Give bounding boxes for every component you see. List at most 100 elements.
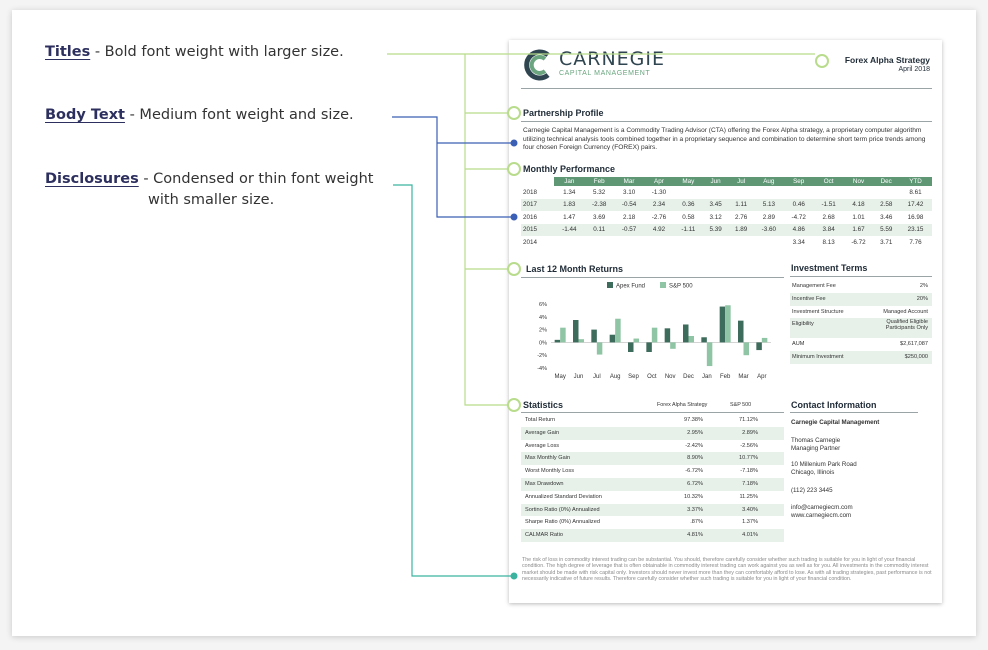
statistics-table: Total Return 97.38% 71.12% Average Gain 2.95… — [521, 414, 784, 542]
table-header-cell: Jan — [554, 177, 585, 186]
stats-col-header: S&P 500 — [730, 402, 752, 408]
bar — [591, 329, 597, 343]
bar — [596, 342, 603, 355]
row-value: 2.95% — [687, 429, 703, 436]
table-cell: 5.13 — [762, 201, 775, 209]
x-tick-label: Aug — [610, 374, 621, 380]
bar — [554, 339, 561, 343]
y-tick-label: 2% — [539, 328, 547, 334]
table-row: 2017 1.83 -2.38 -0.54 2.34 0.36 3.45 1.11 5.13 0.… — [521, 198, 932, 211]
contact-email[interactable]: info@carnegiecm.com — [791, 504, 853, 511]
table-cell: 3.34 — [792, 238, 805, 246]
table-row: AUM $2,617,087 — [790, 338, 932, 351]
bar — [633, 338, 639, 343]
table-row: Management Fee 2% — [790, 280, 932, 293]
row-value: .87% — [690, 519, 703, 526]
row-label: Total Return — [525, 417, 556, 423]
table-cell: 2018 — [523, 188, 538, 196]
profile-body: Carnegie Capital Management is a Commodi… — [523, 127, 926, 152]
table-cell: 3.45 — [709, 201, 722, 209]
table-cell: -0.57 — [621, 226, 637, 234]
marker-circle — [815, 54, 829, 68]
row-value: 1.37% — [742, 519, 758, 526]
returns-title: Last 12 Month Returns — [526, 264, 624, 274]
marker-dot — [510, 213, 518, 221]
investment-terms-table: Management Fee 2% Incentive Fee 20% Investme… — [790, 280, 932, 364]
table-cell: 2.89 — [762, 213, 775, 221]
row-label: CALMAR Ratio — [525, 532, 563, 539]
stats-col-header: Forex Alpha Strategy — [657, 402, 708, 408]
statistics-divider — [521, 412, 784, 413]
row-label: Max Drawdown — [525, 480, 564, 487]
table-cell: -4.72 — [791, 213, 806, 221]
x-tick-label: Mar — [738, 374, 748, 380]
marker-circle — [507, 398, 521, 412]
x-tick-label: Jun — [574, 374, 584, 380]
carnegie-logo-icon — [524, 49, 550, 81]
table-cell: -1.51 — [821, 201, 836, 209]
x-tick-label: Dec — [683, 374, 694, 380]
table-cell: 0.11 — [593, 226, 606, 234]
bar — [688, 336, 694, 343]
annotation-desc-cont: with smaller size. — [148, 192, 275, 208]
bar — [719, 306, 726, 343]
table-row: Sortino Ratio (0%) Annualized 3.37% 3.40% — [521, 503, 784, 517]
row-value: 20% — [916, 295, 928, 302]
report-date: April 2018 — [898, 66, 930, 73]
row-value: 97.38% — [684, 417, 703, 423]
table-cell: 4.86 — [792, 226, 805, 234]
header-divider — [521, 88, 932, 89]
table-cell: 1.89 — [734, 226, 748, 234]
table-cell: 3.46 — [880, 213, 893, 221]
table-row: Sharpe Ratio (0%) Annualized .87% 1.37% — [521, 516, 784, 529]
monthly-performance-table: Jan Feb Mar Apr May Jun Jul Aug Sep Oct Nov Dec YTD … — [521, 177, 932, 249]
table-row: Incentive Fee 20% — [790, 292, 932, 306]
table-header-cell — [521, 177, 555, 186]
table-cell: 2015 — [523, 226, 538, 234]
row-value: 10.32% — [684, 493, 703, 500]
y-tick-label: 4% — [539, 315, 547, 321]
marker-circle — [507, 162, 521, 176]
contact-website[interactable]: www.carnegiecm.com — [791, 512, 852, 519]
bar — [683, 324, 689, 343]
table-row: Average Gain 2.95% 2.89% — [521, 426, 784, 440]
table-header-cell: Apr — [644, 177, 674, 186]
fact-sheet-document: CARNEGIE CAPITAL MANAGEMENT Forex Alpha … — [509, 40, 942, 603]
table-cell: -6.72 — [851, 238, 866, 246]
table-cell: 16.98 — [907, 213, 924, 221]
table-row: Minimum Investment $250,000 — [790, 351, 932, 364]
row-value: 3.40% — [742, 506, 758, 513]
bar — [646, 342, 652, 352]
annotation-term: Titles — [45, 44, 91, 60]
monthly-title: Monthly Performance — [523, 164, 616, 174]
bar — [615, 318, 621, 343]
terms-divider — [790, 276, 932, 277]
table-header-cell: Mar — [614, 177, 645, 186]
table-cell: 2.68 — [822, 213, 835, 221]
table-row: CALMAR Ratio 4.81% 4.01% — [521, 529, 784, 542]
annotation-term: Body Text — [45, 107, 125, 123]
table-header-cell: Feb — [584, 177, 615, 186]
row-value: 4.01% — [742, 532, 758, 539]
table-cell: 3.12 — [709, 213, 722, 221]
table-cell: 0.58 — [682, 213, 695, 221]
table-cell: 2.18 — [622, 213, 636, 221]
x-tick-label: Sep — [628, 374, 639, 380]
table-cell: 1.67 — [852, 226, 865, 234]
legend-label: S&P 500 — [669, 284, 693, 290]
row-label: Sortino Ratio (0%) Annualized — [525, 506, 600, 513]
table-cell: -2.38 — [592, 201, 607, 209]
annotation-disclosures: Disclosures - Condensed or thin font wei… — [45, 171, 373, 187]
returns-bar-chart: Apex Fund S&P 500 6% 4% 2% 0% -2% -4% May Jun Jul A… — [537, 282, 771, 380]
x-tick-label: Nov — [665, 374, 676, 380]
row-value: 71.12% — [739, 417, 758, 423]
table-row: Worst Monthly Loss -6.72% -7.18% — [521, 465, 784, 478]
row-value: 8.90% — [687, 455, 703, 462]
contact-address: 10 Millenium Park Road — [791, 461, 857, 468]
bar — [738, 320, 744, 343]
y-tick-label: 0% — [539, 340, 547, 346]
contact-phone: (112) 223 3445 — [791, 487, 833, 494]
bar — [651, 327, 658, 343]
annotation-desc: - Condensed or thin font weight — [138, 171, 374, 187]
